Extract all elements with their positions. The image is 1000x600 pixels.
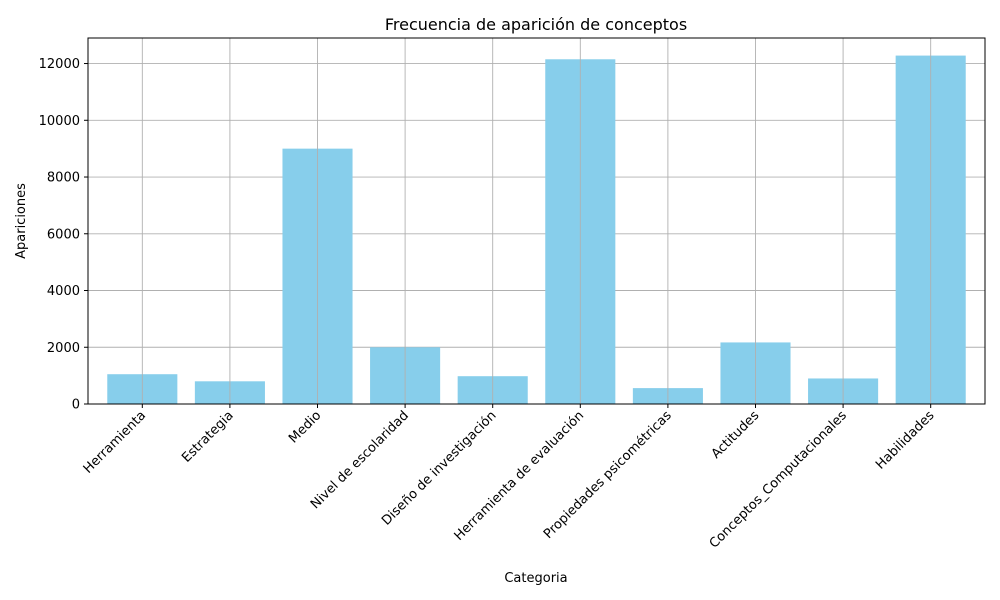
y-axis-label: Apariciones bbox=[14, 183, 29, 259]
bars bbox=[107, 55, 966, 405]
x-tick-label: Actitudes bbox=[709, 408, 763, 462]
y-tick-label: 12000 bbox=[39, 57, 80, 72]
chart-title: Frecuencia de aparición de conceptos bbox=[385, 15, 687, 34]
x-tick-label: Conceptos_Computacionales bbox=[707, 408, 850, 551]
y-tick-label: 4000 bbox=[47, 284, 80, 299]
x-tick-label: Estrategia bbox=[179, 408, 237, 466]
y-tick-label: 0 bbox=[72, 398, 80, 413]
x-tick-label: Nivel de escolaridad bbox=[308, 408, 412, 512]
x-axis-label: Categoria bbox=[504, 571, 567, 586]
x-tick-label: Habilidades bbox=[873, 408, 938, 473]
x-tick-label: Herramienta bbox=[81, 408, 149, 476]
x-tick-label: Medio bbox=[286, 408, 324, 446]
y-tick-label: 2000 bbox=[47, 341, 80, 356]
y-axis: 0 2000 4000 6000 8000 10000 12000 bbox=[39, 57, 88, 413]
y-tick-label: 6000 bbox=[47, 227, 80, 242]
y-tick-label: 10000 bbox=[39, 114, 80, 129]
grid-overlay bbox=[141, 38, 932, 404]
y-tick-label: 8000 bbox=[47, 171, 80, 186]
plot-frame bbox=[87, 37, 986, 405]
grid bbox=[88, 63, 985, 405]
